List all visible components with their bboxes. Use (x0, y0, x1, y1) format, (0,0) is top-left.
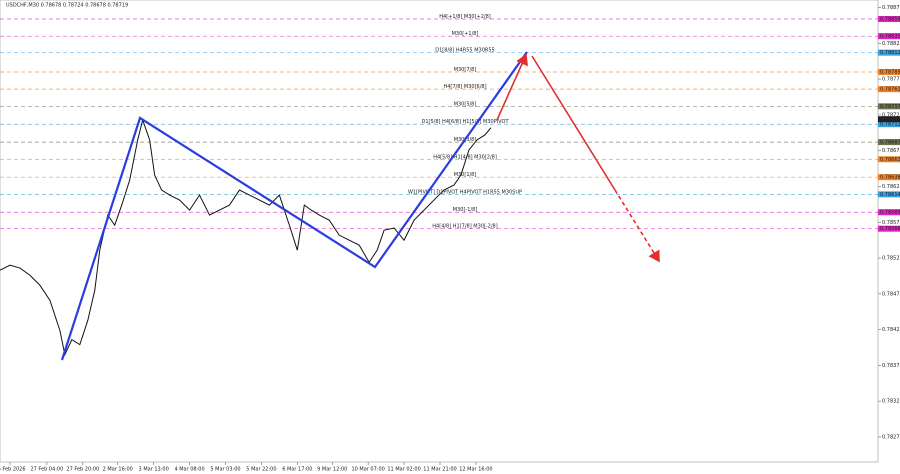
y-tick-label: 0.78525 (882, 256, 900, 262)
x-tick-label: 2 Mar 16:00 (103, 467, 133, 473)
x-tick-label: 5 Mar 22:00 (246, 467, 276, 473)
y-tick-label: 0.78625 (882, 184, 900, 190)
level-price-box (878, 49, 900, 56)
price-line (0, 118, 492, 357)
y-tick-label: 0.78375 (882, 363, 900, 369)
y-tick-label: 0.78725 (882, 112, 900, 118)
x-tick-label: 27 Feb 04:00 (30, 467, 63, 473)
level-price-box (878, 225, 900, 232)
level-price-label: 0.78785 (880, 69, 900, 75)
level-price-label: 0.78663 (880, 157, 900, 163)
level-label: H4[4/8] H1[7/8] M30[-2/8] (432, 224, 497, 230)
level-label: M30[1/8] (454, 172, 477, 178)
x-tick-label: 6 Mar 17:00 (282, 467, 312, 473)
level-price-label: 0.78638 (880, 175, 900, 181)
level-price-label: 0.78812 (880, 50, 900, 56)
x-tick-label: 10 Mar 07:00 (351, 467, 384, 473)
x-tick-label: 26 Feb 2026 (0, 467, 26, 473)
x-tick-label: 5 Mar 03:00 (210, 467, 240, 473)
y-tick-label: 0.78275 (882, 434, 900, 440)
level-label: M30[-1/8] (453, 207, 477, 213)
level-price-label: 0.78687 (880, 140, 900, 146)
level-price-box (878, 103, 900, 110)
arrow-down (531, 55, 616, 191)
level-label: D1[5/8] H4[6/8] H1[5/8] M30PIVOT (421, 119, 509, 125)
x-tick-label: 27 Feb 20:00 (66, 467, 99, 473)
level-price-label: 0.78566 (880, 226, 900, 232)
arrow-up (496, 53, 528, 121)
level-price-label: 0.78614 (880, 192, 900, 198)
drawings (60, 51, 660, 361)
level-price-box (878, 33, 900, 40)
level-price-box (878, 156, 900, 163)
level-price-label: 0.78589 (880, 210, 900, 216)
level-price-box (878, 121, 900, 128)
level-price-label: 0.78712 (880, 122, 900, 128)
level-label: H4[7/8] M30[6/8] (443, 84, 486, 90)
current-price-label: 0.78719 (880, 117, 900, 123)
level-price-label: 0.78859 (880, 17, 900, 23)
y-tick-label: 0.78575 (882, 220, 900, 226)
x-tick-label: 12 Mar 16:00 (459, 467, 492, 473)
x-tick-label: 3 Mar 13:00 (139, 467, 169, 473)
x-tick-label: 11 Mar 02:00 (387, 467, 420, 473)
level-price-label: 0.78761 (880, 87, 900, 93)
y-tick-label: 0.78475 (882, 291, 900, 297)
level-price-box (878, 86, 900, 93)
level-price-box (878, 139, 900, 146)
level-price-label: 0.78835 (880, 34, 900, 40)
level-label: H4[+1/8] M30[+2/8] (439, 14, 491, 20)
level-label: D1[8/8] H4R55 M30R55 (435, 48, 494, 54)
chart-title: USDCHF,M30 0.78678 0.78724 0.78678 0.787… (6, 3, 128, 9)
level-price-box (878, 16, 900, 23)
level-label: H4[5/8] H1[4/8] M30[2/8] (433, 154, 497, 160)
y-tick-label: 0.78425 (882, 327, 900, 333)
y-tick-label: 0.78325 (882, 399, 900, 405)
level-price-box (878, 209, 900, 216)
level-label: M30[+1/8] (452, 31, 479, 37)
level-label: M30[5/8] (454, 101, 477, 107)
level-price-label: 0.78737 (880, 104, 900, 110)
y-tick-label: 0.78775 (882, 77, 900, 83)
level-price-box (878, 68, 900, 75)
x-tick-label: 9 Mar 12:00 (317, 467, 347, 473)
level-label: W1[PIVOT] D1PIVOT H4PIVOT H1R55 M30SUP (408, 189, 522, 195)
x-tick-label: 4 Mar 08:00 (174, 467, 204, 473)
y-tick-label: 0.78675 (882, 148, 900, 154)
level-label: M30[7/8] (454, 67, 477, 73)
y-tick-label: 0.78875 (882, 5, 900, 11)
y-tick-label: 0.78825 (882, 41, 900, 47)
plot-area (0, 0, 879, 463)
trend-line (60, 51, 528, 361)
level-price-box (878, 174, 900, 181)
x-tick-label: 11 Mar 21:00 (423, 467, 456, 473)
level-price-box (878, 191, 900, 198)
current-price-box (878, 116, 900, 123)
